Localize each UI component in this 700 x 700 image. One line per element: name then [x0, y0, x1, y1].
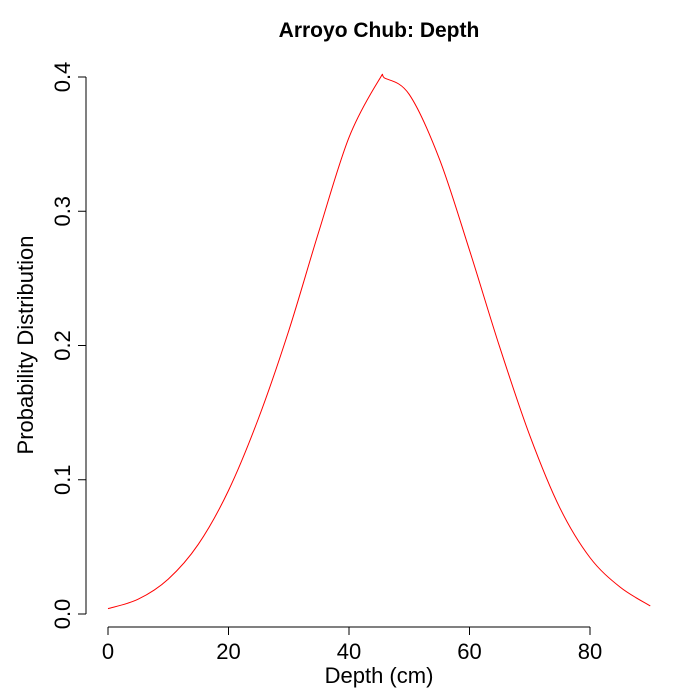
x-tick-label: 40	[337, 639, 361, 664]
x-axis-ticks: 0 20 40 60 80	[102, 627, 602, 664]
y-axis-label: Probability Distribution	[13, 236, 38, 455]
y-tick-label: 0.3	[50, 196, 75, 227]
chart-title: Arroyo Chub: Depth	[279, 19, 480, 42]
y-tick-label: 0.0	[50, 599, 75, 630]
y-tick-label: 0.2	[50, 330, 75, 361]
y-tick-label: 0.1	[50, 464, 75, 495]
plot-area	[107, 73, 651, 610]
y-tick-label: 0.4	[50, 62, 75, 93]
x-axis-label: Depth (cm)	[325, 663, 434, 688]
series-line	[107, 73, 651, 610]
y-axis-ticks: 0.0 0.1 0.2 0.3 0.4	[50, 62, 86, 630]
x-tick-label: 80	[578, 639, 602, 664]
x-tick-label: 20	[216, 639, 240, 664]
x-tick-label: 60	[457, 639, 481, 664]
x-tick-label: 0	[102, 639, 114, 664]
